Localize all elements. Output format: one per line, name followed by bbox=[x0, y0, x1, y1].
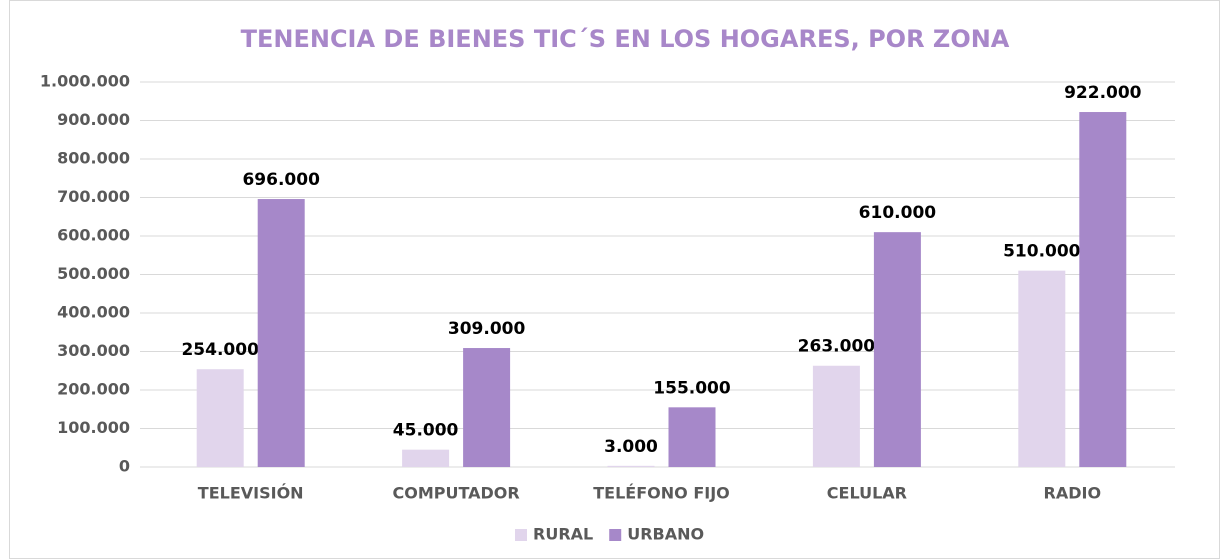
bar bbox=[402, 449, 450, 467]
bar bbox=[1018, 270, 1066, 467]
value-label: 254.000 bbox=[181, 340, 259, 360]
x-tick-label: RADIO bbox=[1044, 484, 1102, 503]
value-label: 45.000 bbox=[393, 421, 459, 441]
value-label: 3.000 bbox=[604, 437, 658, 457]
value-label: 309.000 bbox=[448, 319, 526, 339]
legend-swatch bbox=[515, 529, 527, 541]
legend-label: URBANO bbox=[627, 525, 704, 544]
bar bbox=[668, 407, 716, 467]
bar bbox=[873, 232, 921, 467]
x-tick-label: TELEVISIÓN bbox=[198, 484, 304, 503]
y-tick-label: 0 bbox=[119, 457, 130, 476]
y-tick-label: 300.000 bbox=[57, 341, 130, 360]
bar bbox=[257, 199, 305, 468]
bar bbox=[196, 369, 244, 467]
chart-title: TENENCIA DE BIENES TIC´S EN LOS HOGARES,… bbox=[241, 25, 1010, 53]
legend-label: RURAL bbox=[533, 525, 593, 544]
value-label: 155.000 bbox=[653, 378, 731, 398]
y-tick-label: 400.000 bbox=[57, 303, 130, 322]
value-label: 610.000 bbox=[859, 203, 937, 223]
x-tick-label: TELÉFONO FIJO bbox=[593, 484, 730, 503]
value-label: 263.000 bbox=[798, 337, 876, 357]
x-tick-label: COMPUTADOR bbox=[392, 484, 519, 503]
value-label: 510.000 bbox=[1003, 242, 1081, 262]
y-tick-label: 800.000 bbox=[57, 149, 130, 168]
y-tick-label: 100.000 bbox=[57, 418, 130, 437]
value-label: 922.000 bbox=[1064, 83, 1142, 103]
value-label: 696.000 bbox=[242, 170, 320, 190]
y-tick-label: 1.000.000 bbox=[40, 72, 130, 91]
y-tick-label: 900.000 bbox=[57, 110, 130, 129]
legend-swatch bbox=[609, 529, 622, 541]
bar bbox=[463, 348, 511, 467]
x-tick-label: CELULAR bbox=[827, 484, 907, 503]
y-tick-label: 700.000 bbox=[57, 187, 130, 206]
y-tick-label: 600.000 bbox=[57, 226, 130, 245]
bar bbox=[607, 465, 655, 467]
y-tick-label: 200.000 bbox=[57, 380, 130, 399]
bar bbox=[1079, 112, 1127, 467]
y-tick-label: 500.000 bbox=[57, 264, 130, 283]
bar bbox=[812, 365, 860, 467]
